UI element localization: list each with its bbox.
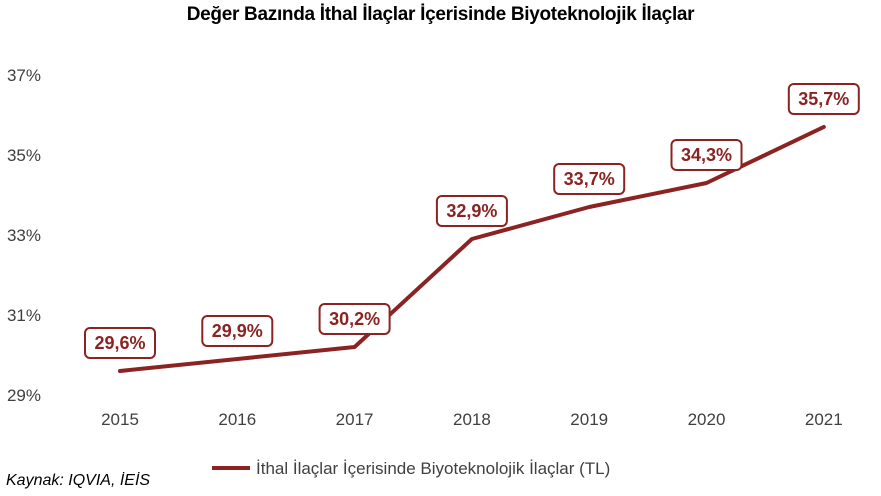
x-tick-label: 2017 [336, 410, 374, 429]
x-tick-label: 2021 [805, 410, 843, 429]
data-label: 29,9% [201, 315, 274, 347]
data-label-box [201, 315, 274, 347]
y-tick-label: 33% [7, 226, 41, 245]
data-label-box [318, 303, 391, 335]
data-label: 33,7% [553, 163, 626, 195]
data-label-text: 29,6% [94, 333, 145, 353]
data-label: 32,9% [435, 195, 508, 227]
data-label-text: 35,7% [798, 89, 849, 109]
data-label-text: 29,9% [212, 321, 263, 341]
data-label-text: 33,7% [564, 169, 615, 189]
data-label-text: 32,9% [446, 201, 497, 221]
x-tick-label: 2018 [453, 410, 491, 429]
source-note: Kaynak: IQVIA, İEİS [6, 472, 151, 489]
data-label: 35,7% [787, 83, 860, 115]
y-tick-label: 31% [7, 306, 41, 325]
x-tick-label: 2020 [688, 410, 726, 429]
x-axis-labels: 2015 2016 2017 2018 2019 2020 2021 [101, 410, 843, 429]
legend-label: İthal İlaçlar İçerisinde Biyoteknolojik … [256, 459, 610, 478]
data-label-box [787, 83, 860, 115]
data-label-box [435, 195, 508, 227]
data-label: 34,3% [670, 139, 743, 171]
y-tick-label: 35% [7, 146, 41, 165]
data-label: 30,2% [318, 303, 391, 335]
data-label-box [553, 163, 626, 195]
y-tick-label: 37% [7, 66, 41, 85]
chart-title: Değer Bazında İthal İlaçlar İçerisinde B… [186, 4, 695, 25]
legend: İthal İlaçlar İçerisinde Biyoteknolojik … [212, 459, 610, 478]
data-label: 29,6% [84, 327, 156, 359]
x-tick-label: 2019 [570, 410, 608, 429]
data-label-text: 30,2% [329, 309, 380, 329]
data-label-box [670, 139, 743, 171]
x-tick-label: 2015 [101, 410, 139, 429]
series-line [118, 125, 826, 373]
data-label-text: 34,3% [681, 145, 732, 165]
y-axis-labels: 29% 31% 33% 35% 37% [7, 66, 41, 405]
y-tick-label: 29% [7, 386, 41, 405]
x-tick-label: 2016 [218, 410, 256, 429]
series-lines [118, 125, 826, 373]
data-labels: 29,6% 29,9% 30,2% 32,9% 33,7% 34,3% 35,7% [84, 83, 860, 359]
data-label-box [84, 327, 156, 359]
